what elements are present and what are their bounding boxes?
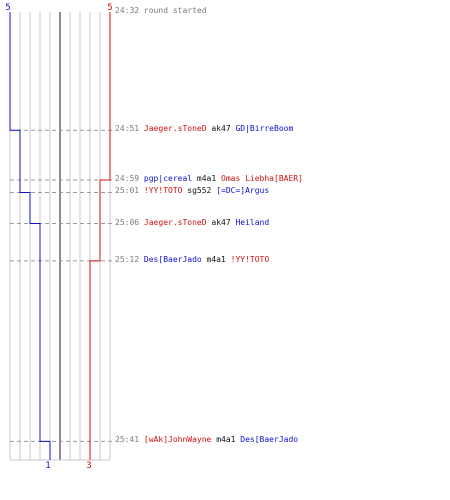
killer-name: Jaeger.sToneD bbox=[143, 124, 207, 134]
victim-name: Heiland bbox=[235, 217, 270, 227]
killer-name: pgp|cereal bbox=[143, 174, 193, 183]
red-start-score: 5 bbox=[107, 3, 112, 13]
kill-event: 25:01 !YY!TOTO sg552 [=DC=]Argus bbox=[115, 186, 269, 196]
event-time: 24:51 bbox=[115, 124, 140, 134]
blue-end-score: 1 bbox=[45, 461, 50, 471]
kill-event: 25:06 Jaeger.sToneD ak47 Heiland bbox=[115, 218, 269, 228]
victim-name: Des[BaerJado bbox=[240, 435, 299, 445]
killer-name: !YY!TOTO bbox=[143, 186, 183, 196]
victim-name: GD|BirreBoom bbox=[235, 124, 294, 134]
weapon-name: m4a1 bbox=[196, 174, 217, 183]
victim-name: [=DC=]Argus bbox=[216, 186, 270, 196]
blue-start-score: 5 bbox=[5, 3, 10, 13]
killer-name: Jaeger.sToneD bbox=[143, 217, 207, 227]
blue-team-alive-line bbox=[9, 12, 51, 460]
kill-event: 25:41 [wAk]JohnWayne m4a1 Des[BaerJado bbox=[115, 435, 298, 445]
red-end-score: 3 bbox=[86, 461, 91, 471]
event-time: 25:06 bbox=[115, 217, 140, 227]
victim-name: Omas Liebha[BAER] bbox=[221, 174, 303, 183]
weapon-name: sg552 bbox=[187, 186, 212, 196]
red-team-alive-line bbox=[89, 12, 111, 460]
victim-name: !YY!TOTO bbox=[230, 254, 270, 264]
event-time: 24:32 bbox=[115, 6, 140, 15]
round-start-event: 24:32 round started bbox=[115, 6, 207, 16]
event-time: 25:41 bbox=[115, 435, 140, 445]
kill-event: 25:12 Des[BaerJado m4a1 !YY!TOTO bbox=[115, 255, 269, 265]
event-time: 24:59 bbox=[115, 174, 140, 183]
weapon-name: ak47 bbox=[211, 217, 231, 227]
killer-name: [wAk]JohnWayne bbox=[143, 435, 212, 445]
event-text: round started bbox=[143, 6, 207, 15]
kill-event: 24:51 Jaeger.sToneD ak47 GD|BirreBoom bbox=[115, 124, 293, 134]
weapon-name: m4a1 bbox=[206, 254, 226, 264]
kill-event: 24:59 pgp|cereal m4a1 Omas Liebha[BAER] bbox=[115, 174, 303, 184]
event-time: 25:01 bbox=[115, 186, 140, 196]
event-time: 25:12 bbox=[115, 254, 140, 264]
weapon-name: ak47 bbox=[211, 124, 231, 134]
weapon-name: m4a1 bbox=[216, 435, 236, 445]
killer-name: Des[BaerJado bbox=[143, 254, 202, 264]
